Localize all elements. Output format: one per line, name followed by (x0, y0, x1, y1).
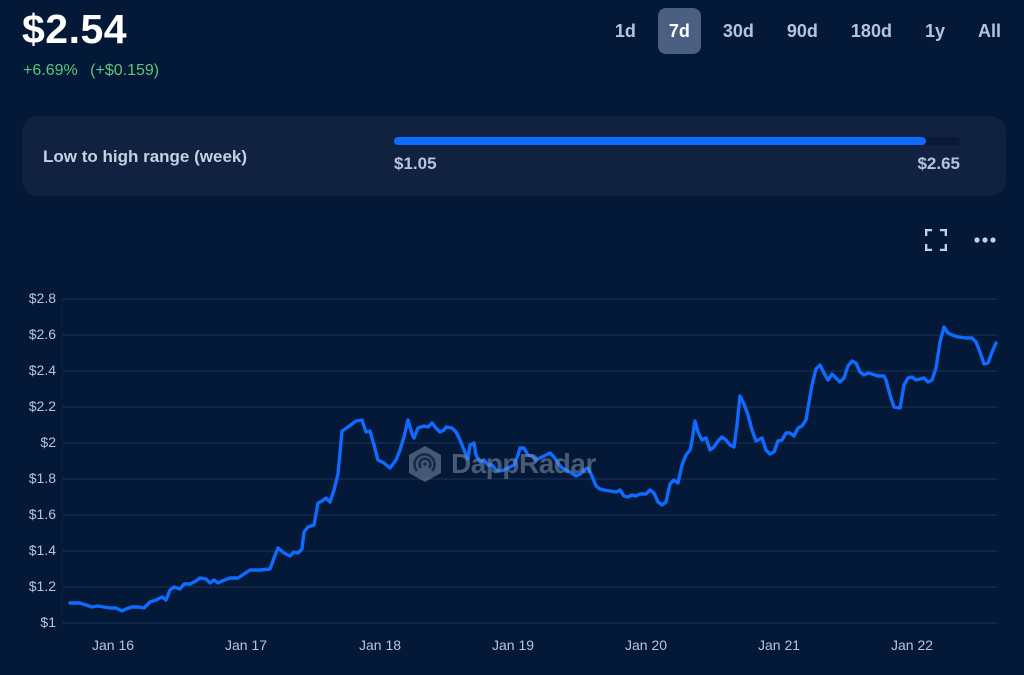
range-label: Low to high range (week) (43, 147, 248, 166)
y-tick-label: $1.6 (28, 506, 56, 522)
period-180d[interactable]: 180d (850, 20, 892, 41)
period-90d[interactable]: 90d (786, 20, 818, 41)
change-percent: +6.69% (23, 62, 78, 79)
x-tick-label: Jan 20 (624, 637, 668, 653)
x-tick-label: Jan 22 (890, 637, 934, 653)
period-30d[interactable]: 30d (722, 20, 754, 41)
chart-plot (61, 298, 998, 628)
x-tick-label: Jan 21 (757, 637, 801, 653)
change-absolute: (+$0.159) (90, 62, 160, 79)
range-high-value: $2.65 (917, 154, 960, 173)
y-tick-label: $2 (40, 434, 56, 450)
range-low-value: $1.05 (394, 154, 437, 173)
range-fill (394, 137, 927, 145)
current-price: $2.54 (22, 6, 128, 52)
dappradar-logo-icon (409, 446, 441, 482)
fullscreen-icon[interactable] (924, 228, 948, 252)
x-tick-label: Jan 17 (224, 637, 268, 653)
x-tick-label: Jan 18 (358, 637, 402, 653)
watermark: DappRadar (405, 444, 596, 484)
y-tick-label: $2.4 (28, 362, 56, 378)
period-selector: 1d 7d 30d 90d 180d 1y All (593, 8, 1012, 54)
y-tick-label: $1.4 (28, 542, 56, 558)
period-1d[interactable]: 1d (614, 20, 636, 41)
y-tick-label: $2.8 (28, 290, 56, 306)
more-horizontal-icon[interactable] (973, 233, 997, 247)
range-track (394, 137, 960, 145)
period-1y[interactable]: 1y (924, 20, 945, 41)
watermark-text: DappRadar (451, 448, 596, 479)
x-tick-label: Jan 19 (491, 637, 535, 653)
price-change: +6.69% (+$0.159) (23, 62, 167, 80)
period-all[interactable]: All (977, 20, 1001, 41)
y-tick-label: $1.8 (28, 470, 56, 486)
price-chart[interactable]: $2.8 $2.6 $2.4 $2.2 $2 $1.8 $1.6 $1.4 $1… (0, 280, 1024, 675)
y-tick-label: $2.6 (28, 326, 56, 342)
x-tick-label: Jan 16 (91, 637, 135, 653)
y-tick-label: $1 (40, 614, 56, 630)
y-tick-label: $1.2 (28, 578, 56, 594)
y-tick-label: $2.2 (28, 398, 56, 414)
range-card: Low to high range (week) $1.05 $2.65 (22, 116, 1006, 196)
period-7d[interactable]: 7d (657, 8, 701, 54)
